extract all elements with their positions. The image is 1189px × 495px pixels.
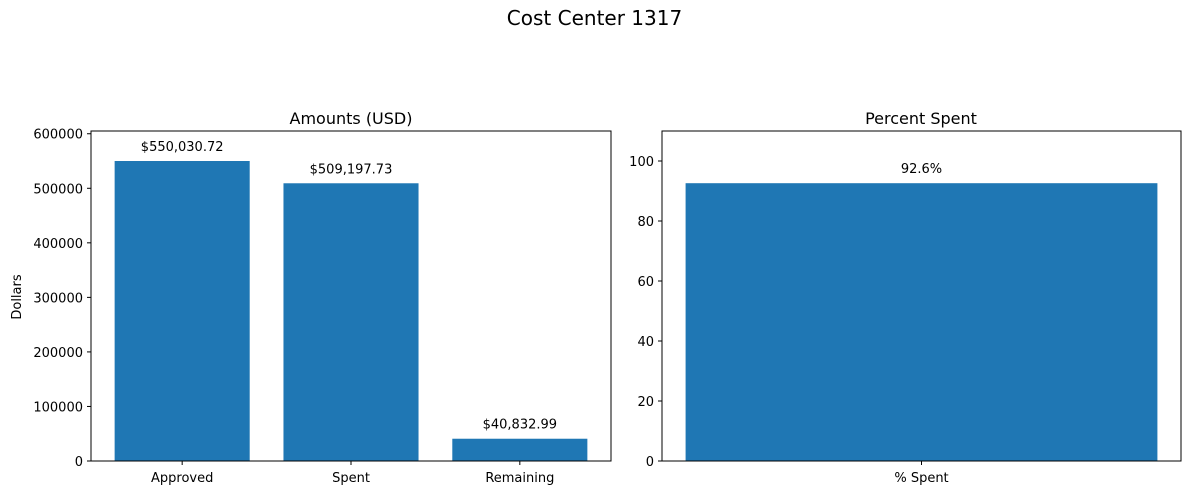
amounts-plot-frame [90,130,612,462]
amounts-data-label-remaining: $40,832.99 [483,418,557,433]
percent-y-tick-label: 80 [637,215,654,230]
percent-y-tick-label: 60 [637,275,654,290]
percent-x-tick-label: % Spent [894,471,948,486]
percent-y-ticks: 0 20 40 60 80 100 [629,155,662,470]
percent-y-tick-label: 0 [646,455,654,470]
amounts-y-ticks: 0 100000 200000 300000 400000 500000 600000 [33,128,91,470]
amounts-panel: Amounts (USD) Dollars $550,030.72 $509,19… [10,109,612,486]
percent-y-tick-label: 40 [637,335,654,350]
percent-panel: Percent Spent 92.6% 0 20 40 60 80 100 % Spent [629,109,1182,486]
amounts-bar-spent [283,183,419,461]
amounts-x-tick-label: Spent [332,471,370,486]
figure-title: Cost Center 1317 [507,6,682,30]
amounts-x-tick-label: Approved [151,471,213,486]
percent-y-tick-label: 100 [629,155,654,170]
percent-data-label-spent: 92.6% [901,162,942,177]
percent-bar-spent [685,183,1158,461]
percent-data-labels: 92.6% [901,162,942,177]
percent-plot-frame [661,130,1182,462]
amounts-data-labels: $550,030.72 $509,197.73 $40,832.99 [141,140,557,433]
amounts-y-tick-label: 100000 [33,400,83,415]
amounts-x-ticks: Approved Spent Remaining [151,461,554,486]
amounts-data-label-spent: $509,197.73 [310,162,393,177]
amounts-y-axis-label: Dollars [10,274,25,319]
percent-x-ticks: % Spent [894,461,949,486]
amounts-y-tick-label: 500000 [33,182,83,197]
percent-y-tick-label: 20 [637,395,654,410]
amounts-data-label-approved: $550,030.72 [141,140,224,155]
amounts-y-tick-label: 300000 [33,291,83,306]
amounts-chart-title: Amounts (USD) [290,109,413,128]
percent-bars [685,183,1158,461]
amounts-y-tick-label: 400000 [33,237,83,252]
amounts-x-tick-label: Remaining [485,471,554,486]
amounts-y-tick-label: 200000 [33,346,83,361]
amounts-y-tick-label: 0 [75,455,83,470]
amounts-bars [114,161,588,461]
percent-chart-title: Percent Spent [865,109,977,128]
amounts-y-tick-label: 600000 [33,128,83,143]
amounts-bar-approved [114,161,250,461]
amounts-bar-remaining [452,438,588,461]
